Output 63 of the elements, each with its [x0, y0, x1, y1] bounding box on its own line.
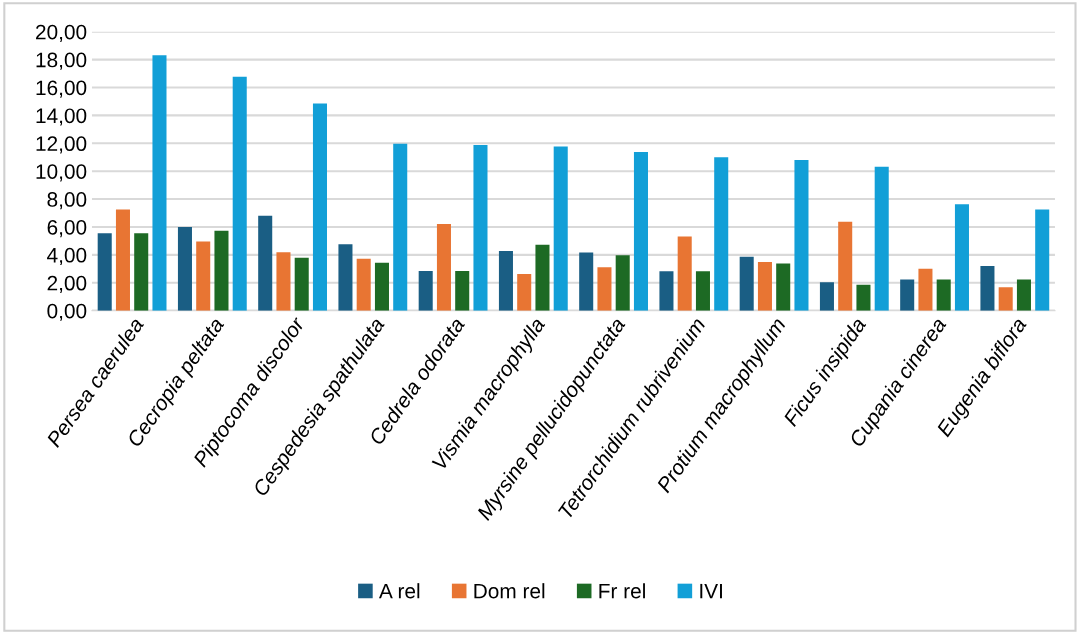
bar: [998, 287, 1013, 311]
bar: [498, 251, 513, 311]
y-tick-label: 8,00: [47, 192, 87, 210]
bar: [418, 271, 433, 311]
legend-label: IVI: [700, 583, 722, 599]
bar: [1016, 279, 1031, 311]
bar: [936, 279, 951, 311]
bar: [633, 152, 648, 311]
legend-label: A rel: [378, 583, 420, 599]
bar: [615, 255, 630, 311]
bar: [535, 244, 550, 311]
bar: [838, 221, 853, 311]
bar: [776, 263, 791, 311]
bar: [214, 230, 229, 311]
bar: [232, 76, 247, 311]
bar: [980, 266, 995, 311]
y-tick-label: 10,00: [36, 164, 87, 182]
bar: [579, 252, 594, 311]
bar: [338, 244, 353, 311]
bar: [553, 146, 568, 311]
bar: [436, 223, 451, 311]
bar: [874, 166, 889, 311]
y-tick-label: 12,00: [36, 136, 87, 154]
bar: [294, 257, 309, 311]
bar: [276, 252, 291, 311]
bar: [819, 282, 834, 311]
bar: [196, 241, 211, 311]
bar: [695, 271, 710, 311]
y-tick-label: 18,00: [36, 52, 87, 70]
y-tick-label: 14,00: [36, 108, 87, 126]
bar: [356, 258, 371, 311]
legend-label: Dom rel: [474, 583, 545, 599]
y-tick-label: 2,00: [47, 275, 87, 293]
bar: [455, 271, 470, 311]
y-tick-label: 0,00: [47, 303, 87, 321]
bar: [954, 204, 969, 311]
bar: [757, 261, 772, 311]
y-tick-label: 20,00: [36, 24, 87, 42]
bar: [900, 279, 915, 311]
bar: [473, 145, 488, 311]
bar: [1035, 209, 1050, 311]
bar: [794, 159, 809, 311]
y-tick-label: 4,00: [47, 247, 87, 266]
bar: [177, 226, 192, 311]
bar: [115, 209, 130, 311]
bar: [677, 236, 692, 311]
bar: [97, 233, 112, 311]
bar: [312, 103, 327, 311]
bar: [659, 271, 674, 311]
bar: [714, 157, 729, 311]
legend-label: Fr rel: [599, 583, 645, 599]
bar: [918, 268, 933, 311]
y-tick-label: 6,00: [47, 219, 87, 238]
y-tick-label: 16,00: [36, 80, 87, 98]
bar: [739, 256, 754, 311]
bar: [258, 215, 273, 311]
bar: [393, 143, 408, 311]
bar: [597, 267, 612, 311]
bar: [134, 233, 149, 311]
bar: [517, 273, 532, 311]
bar: [374, 262, 389, 311]
bar: [152, 55, 167, 311]
bar: [856, 284, 871, 311]
